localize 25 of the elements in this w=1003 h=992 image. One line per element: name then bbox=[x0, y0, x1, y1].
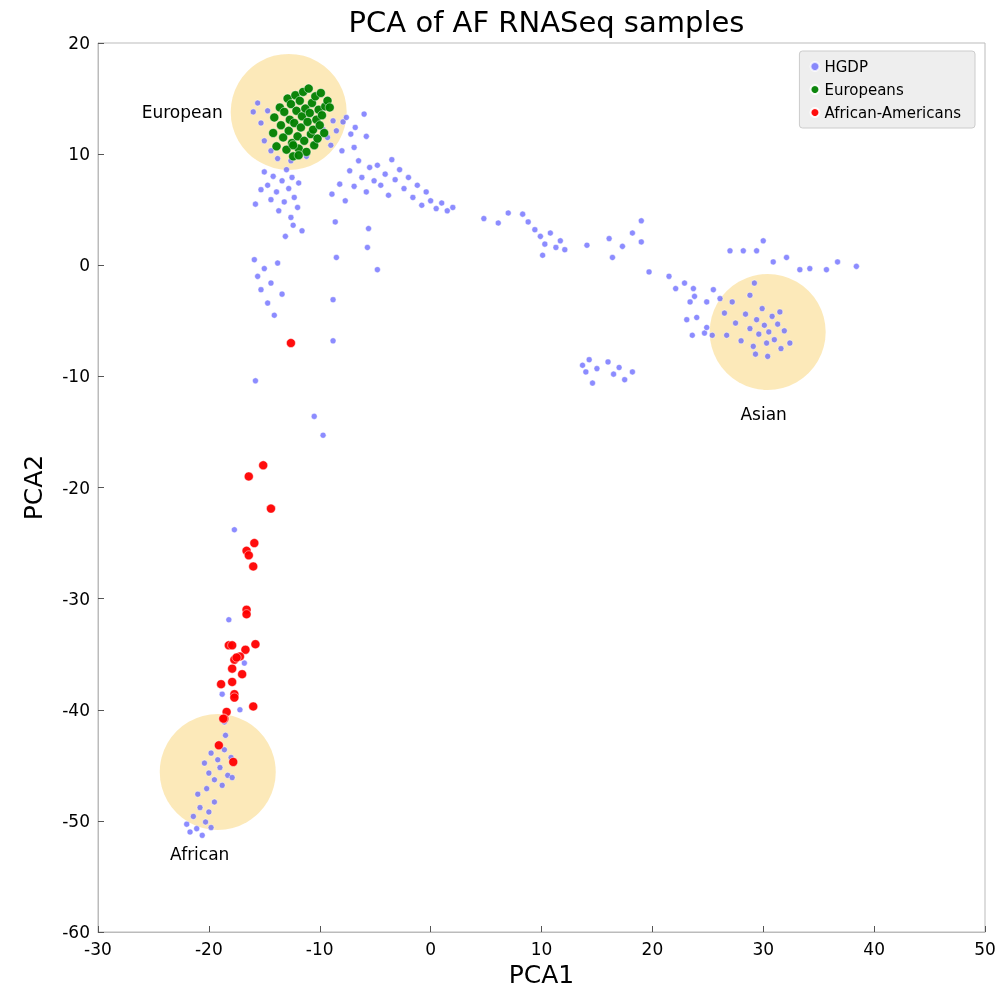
x-tick-label: 20 bbox=[641, 938, 664, 959]
x-tick-label: 10 bbox=[530, 938, 553, 959]
x-axis-title: PCA1 bbox=[508, 960, 575, 989]
x-tick-label: 50 bbox=[974, 938, 996, 959]
x-tick-label: 0 bbox=[425, 938, 437, 959]
y-tick-label: 10 bbox=[68, 144, 90, 165]
y-tick-label: -10 bbox=[62, 366, 90, 387]
annotation: Asian bbox=[740, 403, 787, 424]
y-tick-label: -50 bbox=[62, 810, 90, 831]
y-tick-label: -30 bbox=[62, 588, 90, 609]
y-tick-label: -20 bbox=[62, 477, 90, 498]
legend-label: HGDP bbox=[824, 57, 868, 76]
legend-label: Europeans bbox=[824, 80, 904, 99]
x-tick-label: -10 bbox=[305, 938, 334, 959]
legend-label: African-Americans bbox=[824, 103, 962, 122]
y-axis-title: PCA2 bbox=[19, 454, 48, 521]
annotation: European bbox=[141, 101, 223, 122]
y-tick-label: 20 bbox=[68, 33, 90, 53]
x-tick-label: 40 bbox=[863, 938, 885, 959]
y-tick-label: 0 bbox=[79, 255, 90, 276]
chart-title: PCA of AF RNASeq samples bbox=[348, 4, 745, 39]
x-tick-label: -20 bbox=[194, 938, 223, 959]
y-tick-label: -40 bbox=[62, 699, 90, 720]
x-tick-label: 30 bbox=[752, 938, 775, 959]
annotation: African bbox=[170, 843, 230, 864]
